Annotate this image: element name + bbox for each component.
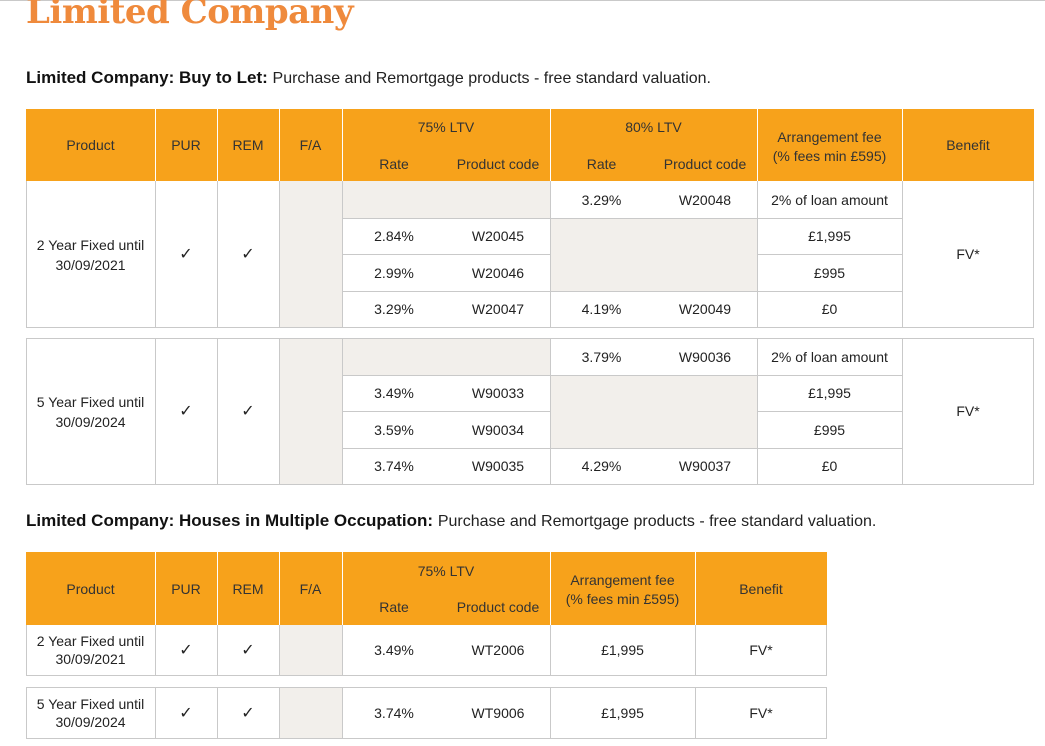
rate75-cell: 3.49% [374,642,414,658]
rate80-cell: 4.19% [581,301,622,317]
code80-cell: W20049 [678,301,732,317]
fee-cell: £995 [813,421,846,438]
hmo-table: Product PUR REM F/A 75% LTV Rate Product… [26,552,827,740]
btl-heading-bold: Limited Company: Buy to Let: [26,68,268,87]
benefit-cell: FV* [749,642,773,658]
product-name-line1: 5 Year Fixed until [36,696,145,712]
pur-check-icon: ✓ [179,640,193,659]
product-name-line1: 2 Year Fixed until [36,633,145,649]
rate75-cell: 3.74% [374,458,414,474]
col-header-code80: Product code [663,156,747,172]
col-header-code75: Product code [456,156,540,172]
code80-cell: W20048 [678,191,732,208]
fee-cell: £1,995 [808,228,851,244]
pur-check-icon: ✓ [179,244,193,263]
hmo-heading-rest: Purchase and Remortgage products - free … [437,513,877,530]
code75-cell: WT2006 [471,642,525,658]
product-name-line2: 30/09/2024 [55,714,126,730]
rate80-cell: 4.29% [581,458,622,474]
fee-cell: 2% of loan amount [771,348,888,365]
pur-check-icon: ✓ [179,401,193,420]
col-header-ltv80: 80% LTV [625,119,682,135]
product-name-line1: 2 Year Fixed until [36,237,145,253]
hmo-header-band [26,552,827,625]
code75-cell: W20046 [471,264,525,281]
col-header-fa: F/A [299,137,322,153]
col-header-benefit: Benefit [946,137,990,153]
rate75-cell: 2.99% [374,264,414,281]
btl-heading-rest: Purchase and Remortgage products - free … [272,70,711,87]
col-header-pur: PUR [171,137,201,153]
fee-cell: £0 [821,301,838,317]
product-name-line2: 30/09/2024 [55,414,126,430]
product-name-line1: 5 Year Fixed until [36,394,145,410]
col-header-ltv75: 75% LTV [417,563,475,579]
fee-cell: £1,995 [601,704,644,721]
col-header-fee-line2: (% fees min £595) [565,591,680,607]
rate80-cell: 3.79% [581,348,622,365]
rem-check-icon: ✓ [241,244,255,263]
code80-cell: W90037 [678,458,732,474]
rem-check-icon: ✓ [241,401,255,420]
fee-cell: £1,995 [601,642,644,658]
col-header-benefit: Benefit [739,580,783,597]
rem-check-icon: ✓ [241,640,255,659]
hmo-heading: Limited Company: Houses in Multiple Occu… [26,511,876,531]
col-header-rate80: Rate [586,156,617,172]
rem-check-icon: ✓ [241,702,255,722]
top-rule [0,0,1045,1]
pur-check-icon: ✓ [179,702,193,722]
code75-cell: W20045 [471,228,525,244]
col-header-pur: PUR [171,580,201,597]
col-header-rate75: Rate [379,156,409,172]
product-name-line2: 30/09/2021 [55,257,126,273]
benefit-cell: FV* [956,403,980,419]
rate80-cell: 3.29% [581,191,622,208]
code75-cell: W20047 [471,301,525,317]
code80-cell: W90036 [678,348,732,365]
benefit-cell: FV* [749,704,773,721]
fee-cell: 2% of loan amount [771,191,888,208]
rate75-cell: 3.29% [374,301,414,317]
col-header-fee-line1: Arrangement fee [570,572,675,588]
code75-cell: WT9006 [471,704,525,721]
col-header-fa: F/A [299,580,322,597]
col-header-rate75: Rate [379,599,409,615]
code75-cell: W90034 [471,421,525,438]
col-header-product: Product [66,137,115,153]
product-name-line2: 30/09/2021 [55,651,126,667]
col-header-code75: Product code [456,599,540,615]
code75-cell: W90035 [471,458,525,474]
code75-cell: W90033 [471,385,525,401]
col-header-ltv75: 75% LTV [417,119,475,135]
rate75-cell: 2.84% [374,228,414,244]
col-header-fee-line2: (% fees min £595) [772,148,887,164]
btl-header-band [26,109,1034,181]
btl-table: Product PUR REM F/A 75% LTV Rate Product… [26,109,1034,485]
btl-heading: Limited Company: Buy to Let: Purchase an… [26,68,711,88]
page-title: Limited Company [26,0,354,32]
rate75-cell: 3.59% [374,421,414,438]
hmo-heading-bold: Limited Company: Houses in Multiple Occu… [26,511,434,530]
col-header-product: Product [66,580,115,597]
rate75-cell: 3.74% [374,704,414,721]
rate75-cell: 3.49% [374,385,414,401]
col-header-rem: REM [232,137,264,153]
benefit-cell: FV* [956,246,980,262]
col-header-rem: REM [232,580,264,597]
fee-cell: £0 [821,458,838,474]
fee-cell: £995 [813,264,846,281]
col-header-fee-line1: Arrangement fee [777,129,882,145]
fee-cell: £1,995 [808,385,851,401]
